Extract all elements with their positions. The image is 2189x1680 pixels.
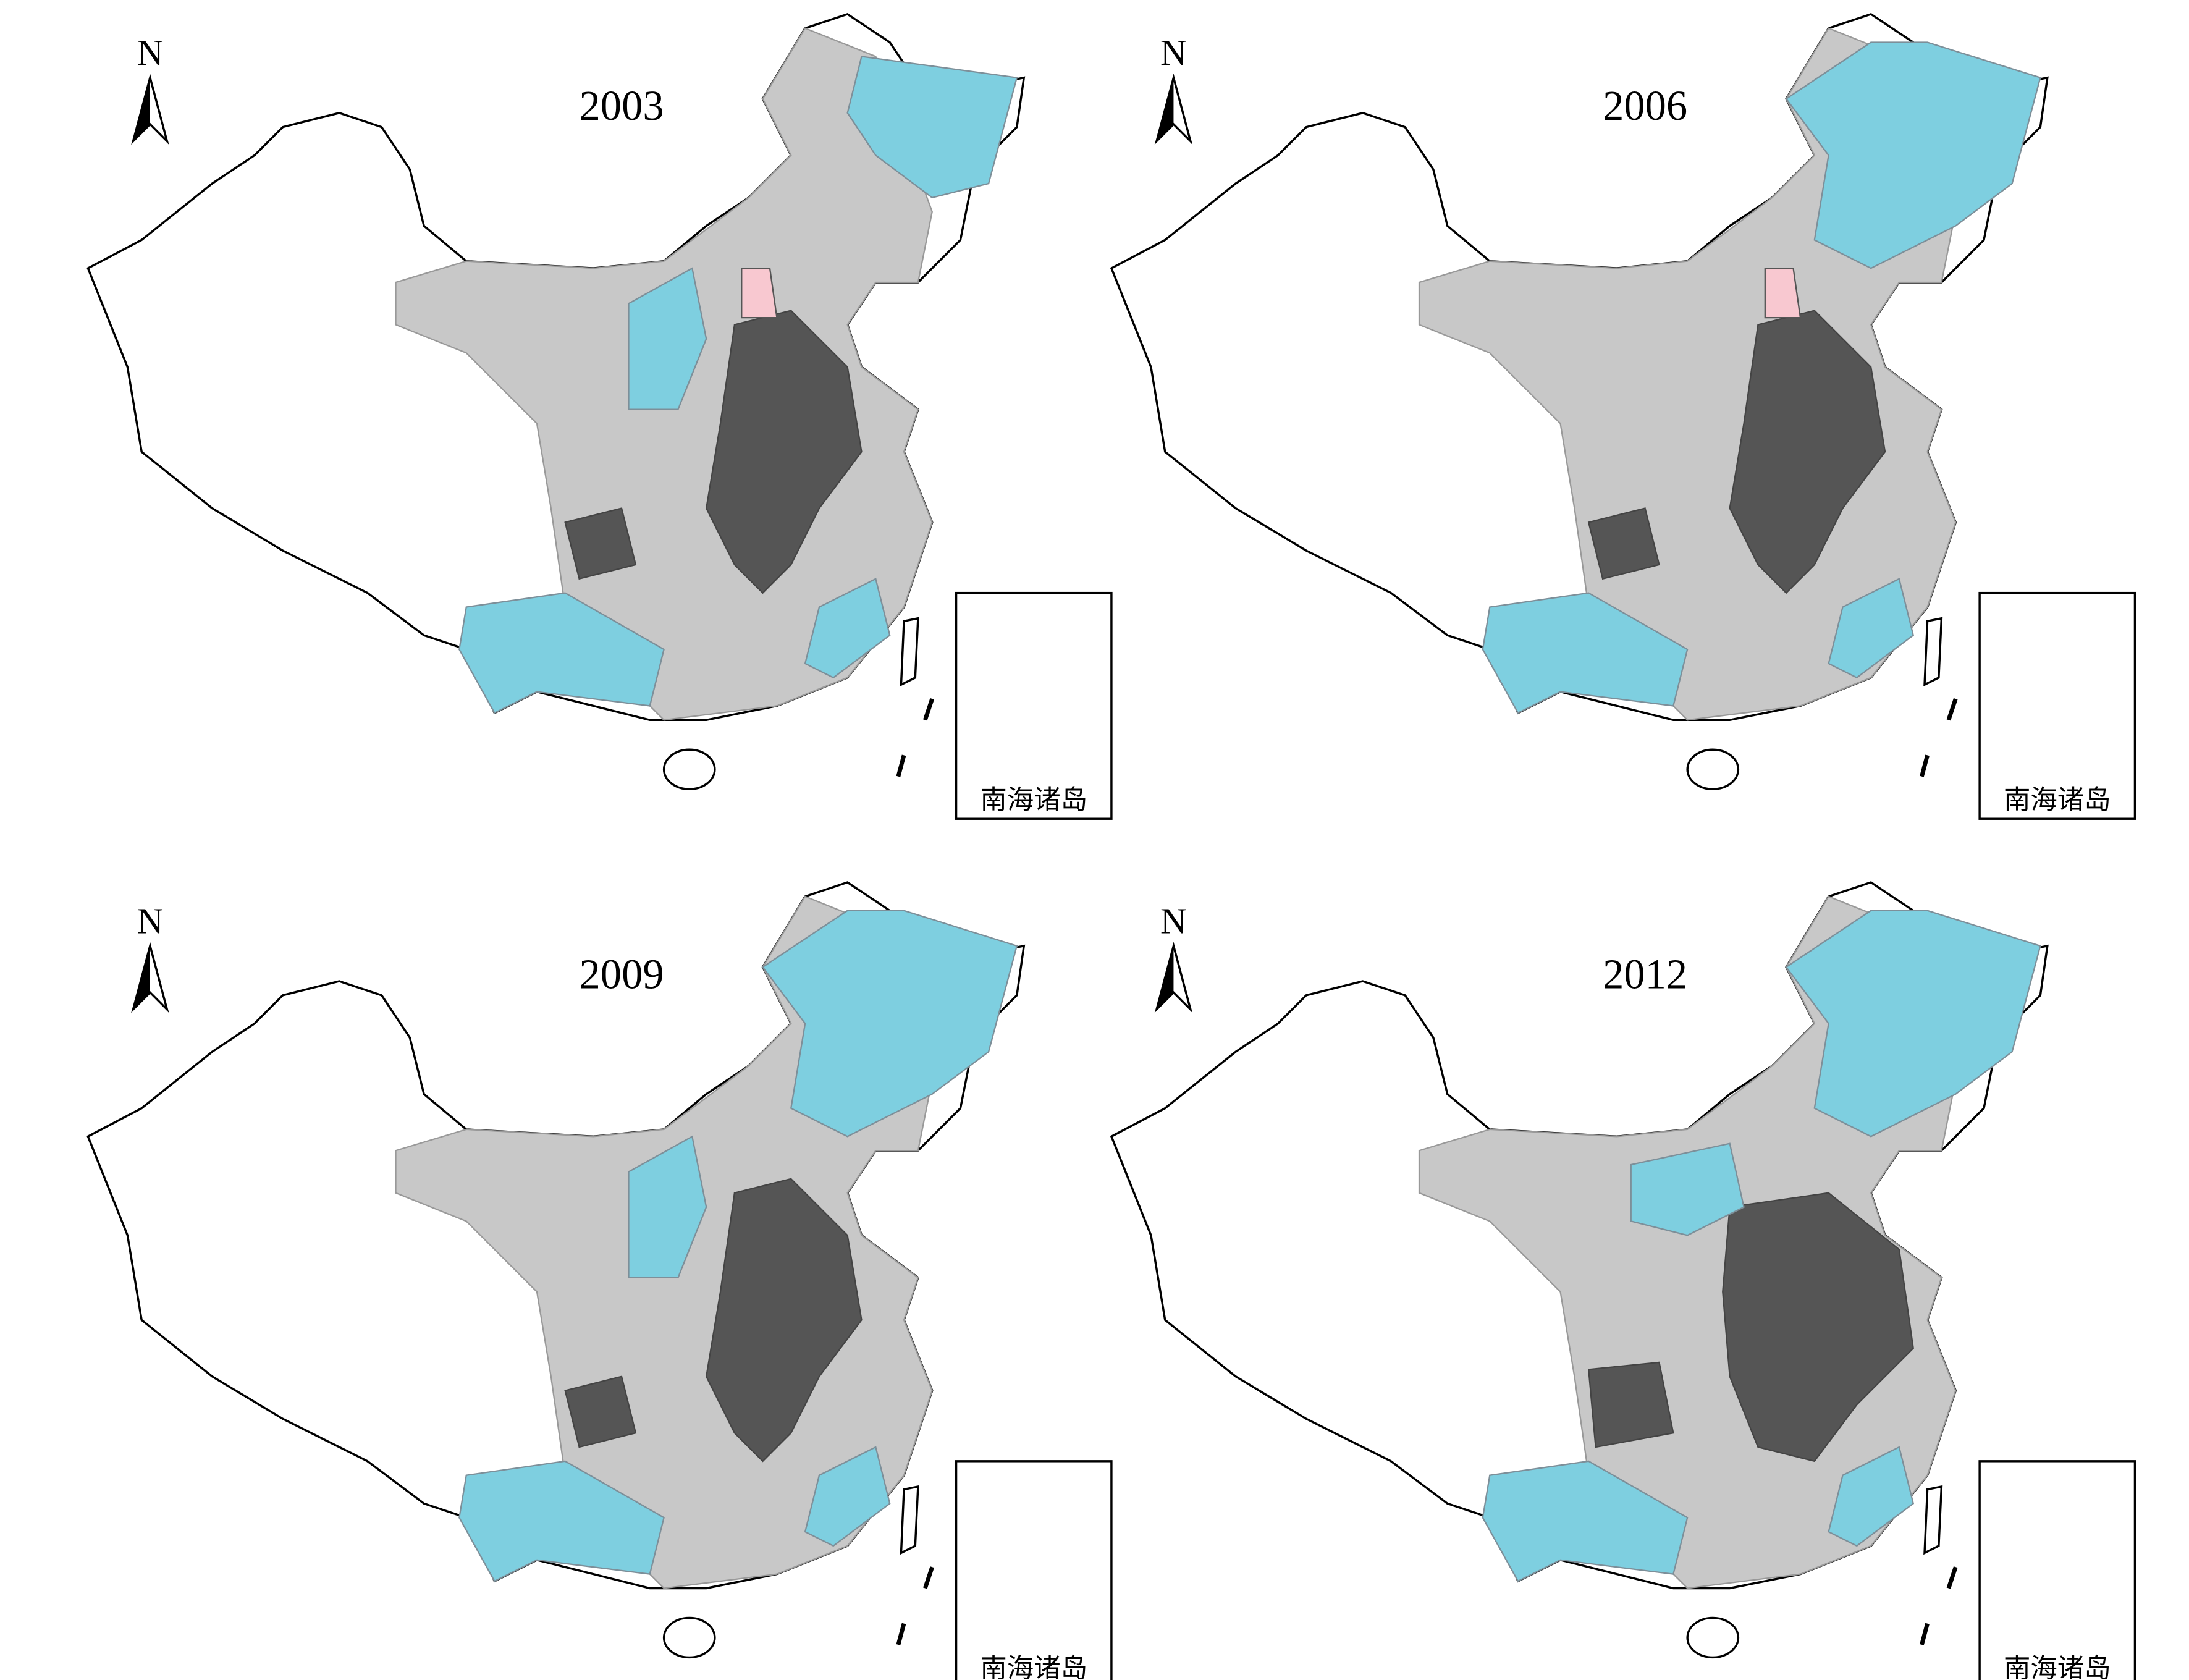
island-mark — [923, 1566, 934, 1589]
taiwan — [1923, 1485, 1943, 1555]
cyan-region — [1482, 592, 1689, 714]
inset-label: 南海诸岛 — [980, 785, 1087, 816]
year-label: 2003 — [580, 82, 664, 129]
inset-frame — [955, 591, 1113, 820]
island-mark — [923, 698, 934, 721]
year-label: 2006 — [1603, 82, 1687, 129]
cyan-region — [628, 1135, 707, 1278]
north-arrow-half — [1157, 945, 1174, 1010]
dark-region — [705, 1178, 863, 1463]
taiwan — [900, 617, 919, 687]
cyan-region — [804, 1446, 891, 1547]
hainan — [1686, 1616, 1740, 1659]
dark-region — [564, 507, 637, 580]
island-mark — [896, 1623, 906, 1645]
inset-frame — [1978, 1460, 2136, 1680]
map-panel: 南海诸岛 N 2003 — [86, 12, 1113, 820]
pink-region — [741, 267, 778, 319]
map-panel: 南海诸岛 N 2006 — [1110, 12, 2136, 820]
dark-region — [1587, 507, 1660, 580]
dark-region — [1729, 310, 1886, 594]
north-label: N — [1160, 900, 1187, 941]
map-panel: 南海诸岛 N 2012 — [1110, 881, 2136, 1680]
hainan — [662, 1616, 716, 1659]
cyan-region — [1785, 910, 2041, 1138]
dark-region — [1587, 1361, 1674, 1448]
inset-label: 南海诸岛 — [2004, 785, 2111, 816]
island-mark — [1946, 1566, 1958, 1589]
inset-label: 南海诸岛 — [2004, 1653, 2111, 1680]
island-mark — [1920, 754, 1930, 777]
inset-frame — [955, 1460, 1113, 1680]
cyan-region — [1630, 1142, 1745, 1236]
island-mark — [896, 754, 906, 777]
taiwan — [1923, 617, 1943, 687]
north-label: N — [137, 32, 163, 73]
cyan-region — [804, 578, 891, 679]
cyan-region — [628, 267, 707, 410]
island-mark — [1920, 1623, 1930, 1645]
cyan-region — [1828, 578, 1915, 679]
island-mark — [1946, 698, 1958, 721]
north-label: N — [137, 900, 163, 941]
hainan — [1686, 748, 1740, 790]
north-arrow-half — [133, 945, 150, 1010]
cyan-region — [761, 910, 1018, 1138]
dark-region — [705, 310, 863, 594]
cyan-region — [1828, 1446, 1915, 1547]
inset-label: 南海诸岛 — [980, 1653, 1087, 1680]
north-arrow-half — [1157, 77, 1174, 141]
cyan-region — [1785, 41, 2041, 269]
cyan-region — [458, 592, 665, 714]
cyan-region — [1482, 1460, 1689, 1582]
cyan-region — [458, 1460, 665, 1582]
pink-region — [1764, 267, 1802, 319]
north-arrow-half — [133, 77, 150, 141]
cyan-region — [846, 56, 1018, 199]
inset-frame — [1978, 591, 2136, 820]
map-panel: 南海诸岛 N 2009 — [86, 881, 1113, 1680]
dark-region — [564, 1375, 637, 1448]
year-label: 2009 — [580, 950, 664, 997]
hainan — [662, 748, 716, 790]
taiwan — [900, 1485, 919, 1555]
year-label: 2012 — [1603, 950, 1687, 997]
north-label: N — [1160, 32, 1187, 73]
dark-region — [1722, 1192, 1914, 1463]
